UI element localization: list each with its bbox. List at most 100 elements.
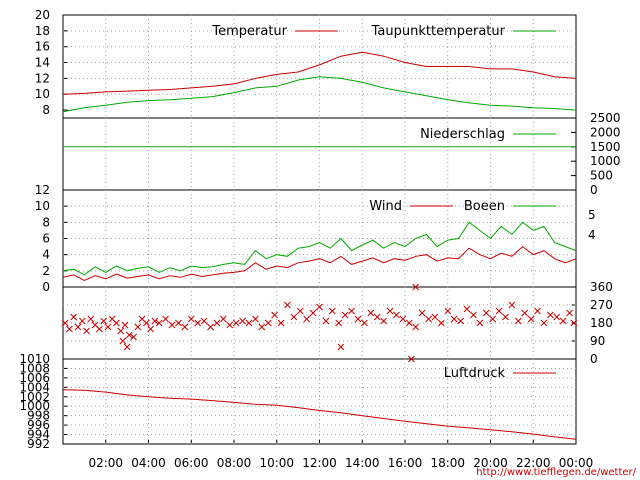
x-tick-label: 06:00 [174, 456, 209, 470]
wind-direction-point [457, 317, 464, 325]
wind-direction-point [476, 319, 484, 327]
x-tick-label: 04:00 [131, 456, 166, 470]
wind-direction-point [527, 315, 535, 323]
y-tick-label: 0 [590, 352, 598, 366]
wind-direction-point [95, 325, 103, 333]
wind-direction-point [380, 317, 387, 325]
y-tick-label: 2 [42, 264, 50, 278]
wind-direction-point [361, 319, 368, 327]
y-tick-label: 20 [35, 8, 50, 22]
wind-direction-point [553, 313, 561, 321]
y-tick-label: 998 [27, 409, 50, 423]
legend-boeen-label: Boeen [464, 199, 505, 214]
wind-direction-point [143, 319, 150, 327]
data-series [61, 51, 578, 440]
legend-wind-label: Wind [369, 199, 402, 214]
wind-direction-point [566, 309, 573, 317]
y-tick-label: 18 [35, 24, 50, 38]
y-tick-label: 1008 [19, 361, 50, 375]
wind-direction-point [258, 323, 266, 331]
wind-direction-point [514, 317, 522, 325]
wind-direction-point [87, 315, 95, 323]
y-tick-label: 996 [27, 418, 50, 432]
wind-direction-point [444, 307, 452, 315]
wind-direction-point [405, 319, 413, 327]
x-tick-label: 18:00 [430, 456, 465, 470]
wind-direction-point [207, 323, 214, 331]
legend-taupunkt-label: Taupunkttemperatur [371, 24, 506, 39]
legend-temperatur-label: Temperatur [211, 24, 287, 39]
wind-direction-point [412, 323, 420, 331]
x-tick-label: 14:00 [345, 456, 380, 470]
y-tick-label: 2500 [590, 111, 621, 125]
y-tick-label: 12 [35, 183, 50, 197]
wind-direction-point [74, 323, 82, 331]
wind-direction-point [100, 317, 107, 325]
wind-direction-point [570, 319, 578, 327]
right-tick-label: 5 [588, 208, 596, 222]
wind-direction-point [540, 319, 548, 327]
wind-direction-point [134, 323, 142, 331]
wind-direction-point [425, 315, 432, 323]
y-tick-label: 4 [42, 248, 50, 262]
wind-direction-point [463, 305, 471, 313]
wind-direction-point [482, 309, 490, 317]
y-tick-label: 1004 [19, 380, 50, 394]
y-tick-label: 14 [35, 56, 50, 70]
y-tick-label: 360 [590, 280, 613, 294]
y-tick-label: 994 [27, 428, 50, 442]
wind-direction-point [168, 321, 176, 329]
credit-url: http://www.tiefflegen.de/wetter/ [476, 467, 636, 478]
wind-direction-point [104, 323, 112, 331]
series-line-boeen [62, 221, 577, 276]
wind-direction-point [335, 319, 343, 327]
y-tick-label: 1000 [590, 154, 621, 168]
wind-direction-point [147, 325, 154, 333]
wind-direction-point [155, 319, 163, 327]
x-tick-label: 10:00 [259, 456, 294, 470]
y-tick-label: 0 [42, 280, 50, 294]
y-tick-label: 8 [42, 215, 50, 229]
wind-direction-point [83, 327, 90, 335]
y-tick-label: 1500 [590, 140, 621, 154]
x-tick-label: 12:00 [302, 456, 337, 470]
wind-direction-point [66, 325, 73, 333]
wind-direction-point [303, 315, 311, 323]
y-tick-label: 6 [42, 232, 50, 246]
y-tick-label: 180 [590, 316, 613, 330]
wind-direction-point [239, 317, 246, 325]
y-tick-label: 992 [27, 437, 50, 451]
wind-direction-point [61, 319, 69, 327]
y-tick-label: 12 [35, 71, 50, 85]
wind-direction-point [309, 309, 317, 317]
wind-direction-point [151, 317, 159, 325]
wind-direction-point [277, 319, 285, 327]
legend-luftdruck-label: Luftdruck [444, 366, 506, 381]
y-tick-label: 0 [590, 183, 598, 197]
wind-direction-point [194, 319, 202, 327]
x-tick-label: 02:00 [88, 456, 123, 470]
x-tick-label: 22:00 [516, 456, 551, 470]
y-tick-label: 16 [35, 40, 50, 54]
wind-direction-point [450, 315, 458, 323]
wind-direction-point [125, 331, 133, 339]
wind-direction-point [245, 319, 253, 327]
wind-direction-point [119, 337, 127, 345]
wind-direction-point [367, 309, 375, 317]
x-tick-label: 20:00 [473, 456, 508, 470]
y-tick-label: 500 [590, 169, 613, 183]
wind-direction-point [187, 315, 195, 323]
series-line-temperatur [62, 51, 577, 95]
y-tick-label: 270 [590, 298, 613, 312]
wind-direction-point [534, 307, 541, 315]
y-tick-label: 8 [42, 103, 50, 117]
wind-direction-point [399, 315, 407, 323]
right-tick-label: 4 [588, 228, 596, 242]
wind-direction-point [348, 307, 355, 315]
legend-niederschlag-label: Niederschlag [420, 127, 505, 142]
wind-direction-point [284, 301, 291, 309]
wind-direction-point [271, 311, 278, 319]
y-tick-label: 1002 [19, 390, 50, 404]
wind-direction-point [252, 315, 259, 323]
